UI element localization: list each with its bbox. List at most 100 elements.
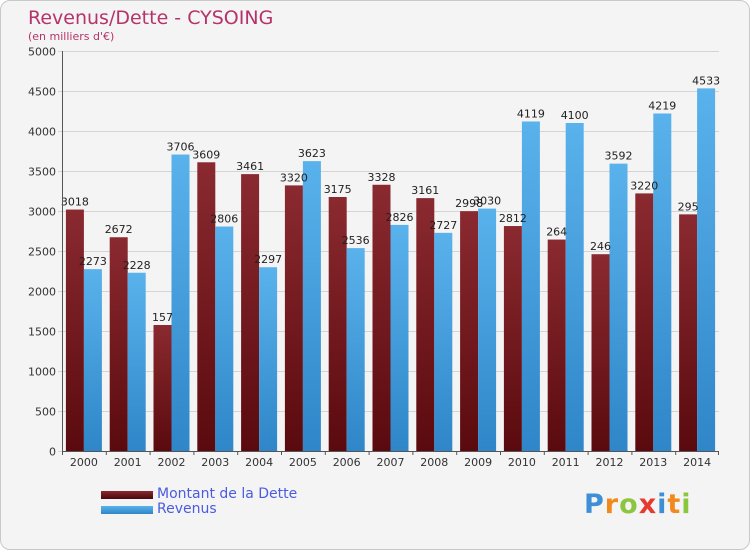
y-tick-label: 2500 [28, 246, 56, 259]
x-tick-label: 2012 [596, 456, 624, 469]
revenus-value-label: 4219 [648, 99, 676, 112]
revenus-value-label: 4533 [692, 74, 720, 87]
x-tick-label: 2002 [158, 456, 186, 469]
debt-value-label: 3320 [280, 171, 308, 184]
y-tick-label: 5000 [28, 46, 56, 59]
debt-bar [503, 226, 522, 451]
revenus-bar [259, 267, 278, 451]
debt-value-label: 3220 [630, 179, 658, 192]
revenus-value-label: 3592 [605, 150, 633, 163]
x-tick-label: 2006 [333, 456, 361, 469]
debt-bar [328, 197, 347, 451]
debt-value-label: 3175 [324, 183, 352, 196]
revenus-value-label: 3706 [167, 141, 195, 154]
revenus-bar [127, 272, 146, 451]
legend-label-debt: Montant de la Dette [157, 486, 298, 502]
chart-title: Revenus/Dette - CYSOING [28, 7, 274, 29]
y-tick-label: 500 [35, 406, 56, 419]
y-tick-label: 2000 [28, 286, 56, 299]
debt-bar [679, 214, 698, 451]
y-tick-label: 3500 [28, 166, 56, 179]
debt-value-label: 3018 [61, 196, 89, 209]
revenus-bar [697, 88, 716, 452]
debt-bar [416, 198, 435, 451]
x-tick-label: 2003 [201, 456, 229, 469]
revenus-value-label: 2826 [386, 211, 414, 224]
debt-bar [241, 174, 260, 451]
debt-value-label: 295 [678, 200, 699, 213]
x-tick-label: 2009 [464, 456, 492, 469]
revenus-bar [390, 224, 409, 451]
axes: 0 500 1000 1500 2000 2500 3000 3500 4000 4500 5000… [28, 46, 719, 469]
debt-value-label: 264 [546, 226, 567, 239]
debt-value-label: 2672 [105, 223, 133, 236]
x-tick-label: 2007 [377, 456, 405, 469]
debt-bar [65, 209, 84, 451]
logo-letter: i [681, 489, 692, 520]
revenus-bar [478, 208, 497, 451]
x-tick-label: 2011 [552, 456, 580, 469]
revenus-bar [346, 248, 365, 451]
logo-letter: t [667, 489, 682, 520]
debt-bar [635, 193, 654, 451]
revenus-bar [653, 113, 672, 451]
x-tick-label: 2013 [639, 456, 667, 469]
x-tick-label: 2008 [420, 456, 448, 469]
proxiti-logo: Proxiti [584, 489, 692, 520]
revenus-value-label: 2273 [79, 255, 107, 268]
debt-bar [591, 254, 610, 451]
logo-letter: r [604, 489, 620, 520]
revenus-bar [171, 154, 190, 451]
debt-value-label: 3161 [411, 184, 439, 197]
revenus-value-label: 2297 [254, 253, 282, 266]
x-tick-label: 2010 [508, 456, 536, 469]
revenus-value-label: 4100 [561, 109, 589, 122]
debt-value-label: 246 [590, 240, 611, 253]
revenus-value-label: 2536 [342, 234, 370, 247]
logo-letter: P [584, 489, 605, 520]
logo-letter: o [619, 489, 639, 520]
debt-bar [153, 325, 172, 451]
debt-bar [460, 211, 479, 451]
revenus-bar [565, 123, 584, 451]
revenus-value-label: 2806 [210, 213, 238, 226]
debt-value-label: 2998 [455, 197, 483, 210]
debt-value-label: 3328 [368, 171, 396, 184]
x-tick-label: 2014 [683, 456, 711, 469]
revenus-value-label: 3623 [298, 147, 326, 160]
debt-bar [547, 239, 566, 451]
debt-bar [372, 184, 391, 451]
chart-subtitle: (en milliers d'€) [28, 30, 115, 43]
y-tick-label: 0 [49, 446, 56, 459]
revenus-bar [521, 121, 540, 451]
x-tick-label: 2001 [114, 456, 142, 469]
debt-bar [284, 185, 303, 451]
x-tick-label: 2005 [289, 456, 317, 469]
revenus-value-label: 2228 [123, 259, 151, 272]
revenus-bar [434, 232, 453, 451]
revenus-bar [302, 161, 321, 451]
revenus-bar [83, 269, 102, 451]
x-tick-label: 2000 [70, 456, 98, 469]
logo-letter: x [638, 489, 658, 520]
legend-swatch-revenus [101, 506, 153, 514]
revenus-value-label: 2727 [429, 219, 457, 232]
bars [65, 88, 716, 452]
y-tick-label: 1500 [28, 326, 56, 339]
debt-bar [197, 162, 216, 451]
debt-value-label: 157 [152, 311, 173, 324]
x-tick-label: 2004 [245, 456, 273, 469]
revenus-value-label: 3030 [473, 195, 501, 208]
y-tick-label: 3000 [28, 206, 56, 219]
revenus-bar [215, 226, 234, 451]
logo-letter: i [657, 489, 668, 520]
legend-swatch-debt [101, 491, 153, 499]
legend-label-revenus: Revenus [157, 501, 217, 517]
revenus-value-label: 4119 [517, 107, 545, 120]
y-tick-label: 4000 [28, 126, 56, 139]
debt-value-label: 2812 [499, 212, 527, 225]
revenus-bar [609, 163, 628, 451]
